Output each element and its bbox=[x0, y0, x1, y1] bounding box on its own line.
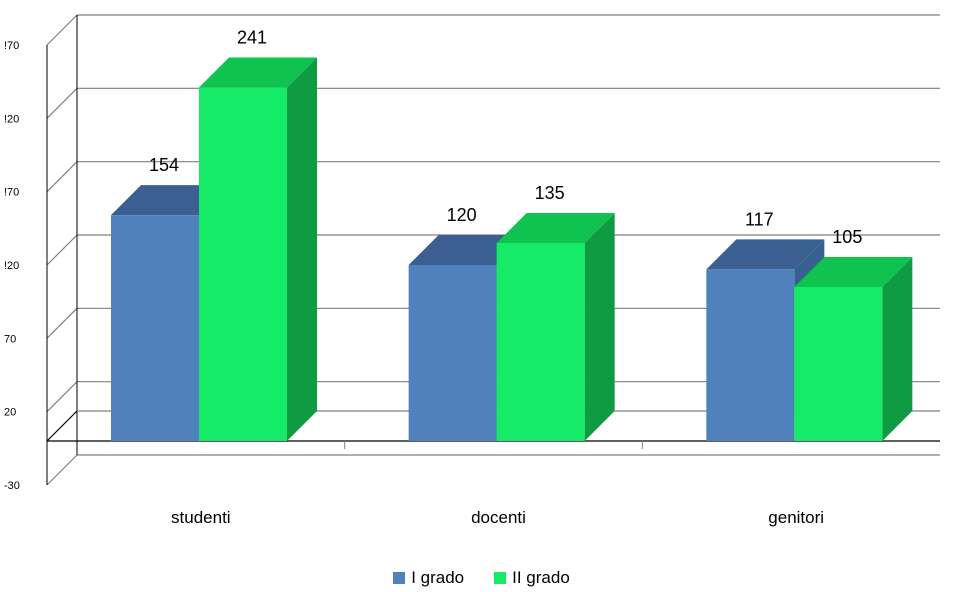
bar bbox=[199, 87, 287, 442]
y-tick-label: !20 bbox=[4, 260, 19, 272]
gridline-diagonal bbox=[46, 14, 78, 46]
data-label: 135 bbox=[535, 183, 565, 203]
bar bbox=[111, 215, 199, 441]
gridline-diagonal bbox=[46, 87, 78, 119]
legend: I grado II grado bbox=[0, 568, 963, 588]
bar bbox=[706, 269, 795, 441]
data-label: 105 bbox=[832, 227, 862, 247]
legend-item-series-1: I grado bbox=[393, 568, 464, 588]
y-tick-label: 70 bbox=[4, 333, 16, 345]
gridline-diagonal bbox=[46, 161, 78, 193]
bar-top bbox=[496, 213, 615, 243]
legend-swatch-series-2 bbox=[494, 572, 507, 584]
data-label: 120 bbox=[447, 205, 477, 225]
legend-swatch-series-1 bbox=[393, 572, 406, 584]
legend-label-series-2: II grado bbox=[512, 568, 570, 587]
floor-diagonal bbox=[46, 410, 78, 442]
bar-top bbox=[706, 239, 825, 270]
bar-side bbox=[882, 257, 913, 441]
bars-layer bbox=[111, 57, 913, 442]
bar bbox=[794, 287, 883, 441]
y-tick-label: 20 bbox=[4, 407, 16, 419]
bar-side bbox=[287, 57, 317, 442]
bar bbox=[408, 265, 497, 441]
category-label: docenti bbox=[471, 508, 526, 527]
gridline-diagonal bbox=[46, 307, 78, 339]
data-label: 117 bbox=[745, 209, 774, 229]
bar-top bbox=[199, 57, 317, 88]
data-label: 241 bbox=[237, 28, 267, 48]
bar-top bbox=[794, 257, 913, 287]
y-tick-label: !70 bbox=[4, 40, 19, 52]
gridline-diagonal bbox=[46, 381, 78, 413]
gridline-diagonal bbox=[46, 454, 78, 486]
category-label: genitori bbox=[768, 508, 824, 527]
labels-layer: -30 20 70 !20 !70 !20 !70 154 241 studenti 120 135 d… bbox=[4, 28, 862, 527]
y-tick-label: !20 bbox=[4, 113, 19, 125]
bar-chart: -30 20 70 !20 !70 !20 !70 154 241 studenti 120 135 d… bbox=[4, 14, 940, 527]
bar-side bbox=[584, 213, 615, 441]
category-label: studenti bbox=[171, 508, 231, 527]
data-label: 154 bbox=[149, 155, 179, 175]
bar bbox=[496, 243, 585, 441]
y-tick-label: -30 bbox=[4, 480, 20, 492]
legend-label-series-1: I grado bbox=[411, 568, 465, 587]
gridline-diagonal bbox=[46, 234, 78, 266]
y-tick-label: !70 bbox=[4, 187, 19, 199]
legend-item-series-2: II grado bbox=[494, 568, 570, 588]
